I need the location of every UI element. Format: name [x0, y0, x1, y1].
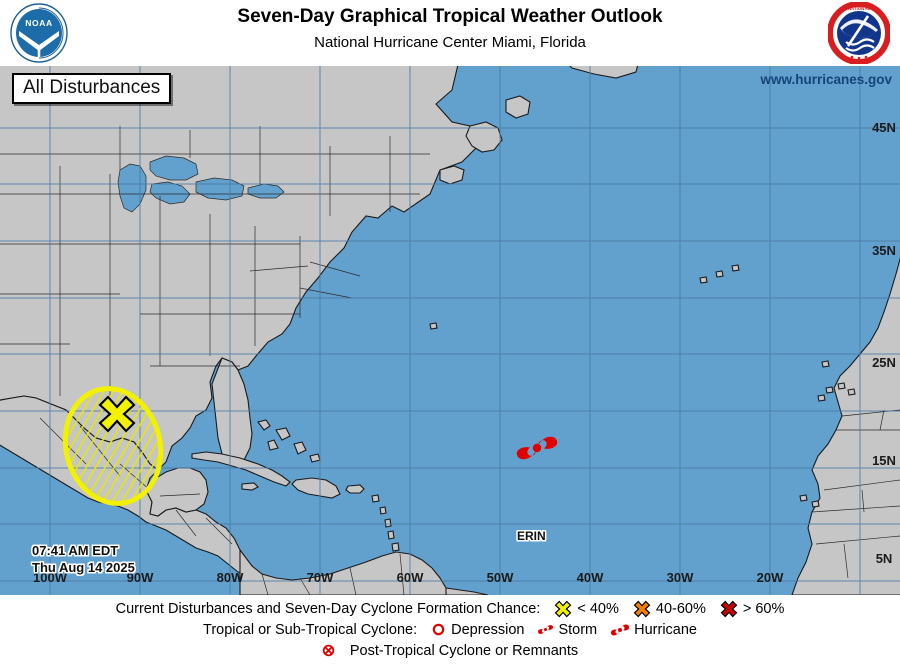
noaa-logo: NOAA	[9, 3, 69, 63]
page-header: NOAA Seven-Day Graphical Tropical Weathe…	[0, 0, 900, 66]
legend-chance-label: > 60%	[742, 600, 785, 617]
x-marker-red-icon	[720, 600, 738, 618]
post-tropical-circle-x-icon	[321, 643, 336, 658]
legend-cyclone-label: Hurricane	[634, 621, 697, 638]
nws-logo: NATIONAL	[827, 1, 891, 65]
legend-row-cyclone-types: Tropical or Sub-Tropical Cyclone: Depres…	[0, 619, 900, 640]
disturbance-area-gulf[interactable]	[53, 378, 172, 513]
lon-label: 60W	[397, 570, 424, 585]
lon-label: 20W	[757, 570, 784, 585]
legend-cyclone-label: Depression	[451, 621, 525, 638]
lon-label: 80W	[217, 570, 244, 585]
legend-post-tropical-label: Post-Tropical Cyclone or Remnants	[349, 642, 579, 659]
legend-row-post-tropical: Post-Tropical Cyclone or Remnants	[0, 640, 900, 661]
svg-text:NATIONAL: NATIONAL	[848, 6, 871, 11]
storm-label-erin: ERIN	[517, 529, 546, 543]
storm-cyclone-icon	[538, 622, 554, 637]
hurricane-cyclone-icon	[611, 621, 630, 639]
x-marker-disturbance[interactable]	[98, 395, 136, 433]
legend-row-formation-chance: Current Disturbances and Seven-Day Cyclo…	[0, 598, 900, 619]
page-subtitle: National Hurricane Center Miami, Florida	[314, 34, 586, 51]
legend-chance-label: 40-60%	[655, 600, 706, 617]
website-watermark: www.hurricanes.gov	[760, 72, 892, 87]
lon-label: 50W	[487, 570, 514, 585]
lat-label: 35N	[872, 243, 896, 258]
legend-formation-chance-prefix: Current Disturbances and Seven-Day Cyclo…	[115, 600, 541, 617]
page-title: Seven-Day Graphical Tropical Weather Out…	[237, 6, 663, 27]
timestamp-time: 07:41 AM EDT	[32, 543, 119, 558]
lat-label: 45N	[872, 120, 896, 135]
lon-label: 70W	[307, 570, 334, 585]
map-legend: Current Disturbances and Seven-Day Cyclo…	[0, 595, 900, 665]
map-canvas[interactable]: 100W 90W 80W 70W 60W 50W 40W 30W 20W 45N…	[0, 66, 900, 595]
lon-label: 40W	[577, 570, 604, 585]
x-marker-orange-icon	[633, 600, 651, 618]
lat-label: 5N	[876, 551, 893, 566]
svg-text:NOAA: NOAA	[25, 18, 52, 28]
lat-tick-labels: 45N 35N 25N 15N 5N	[872, 120, 896, 566]
legend-chance-label: < 40%	[577, 600, 619, 617]
lon-label: 100W	[33, 570, 68, 585]
legend-cyclone-prefix: Tropical or Sub-Tropical Cyclone:	[203, 621, 418, 638]
lon-label: 30W	[667, 570, 694, 585]
legend-cyclone-label: Storm	[558, 621, 598, 638]
lat-label: 25N	[872, 355, 896, 370]
hurricane-erin-symbol[interactable]	[516, 436, 558, 460]
all-disturbances-label: All Disturbances	[12, 73, 172, 104]
lon-label: 90W	[127, 570, 154, 585]
lat-label: 15N	[872, 453, 896, 468]
timestamp-date: Thu Aug 14 2025	[32, 560, 135, 575]
x-marker-yellow-icon	[554, 600, 572, 618]
map-graphics: 100W 90W 80W 70W 60W 50W 40W 30W 20W 45N…	[0, 66, 900, 595]
lon-tick-labels: 100W 90W 80W 70W 60W 50W 40W 30W 20W	[33, 570, 784, 585]
depression-circle-icon	[431, 622, 446, 637]
